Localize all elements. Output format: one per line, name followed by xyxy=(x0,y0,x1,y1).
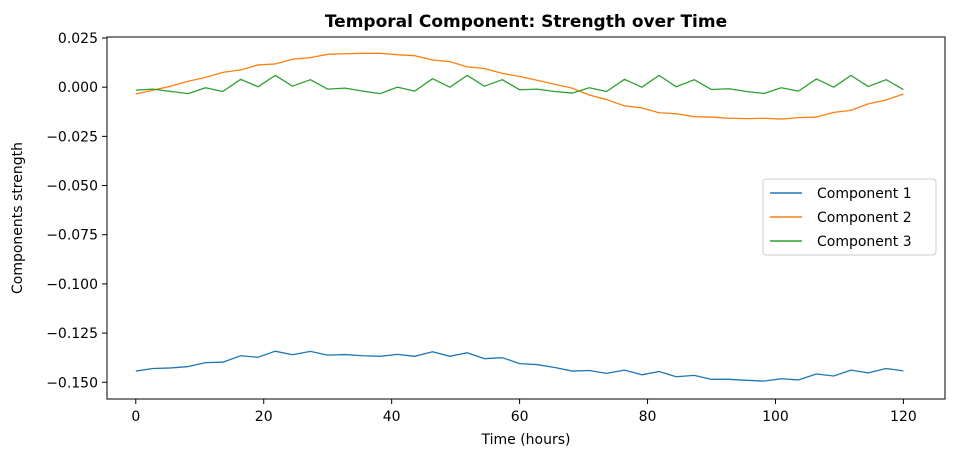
chart-title: Temporal Component: Strength over Time xyxy=(325,12,727,32)
y-tick-label: −0.025 xyxy=(46,129,98,145)
y-tick-label: 0.000 xyxy=(58,80,98,96)
y-tick-label: −0.050 xyxy=(46,179,98,195)
x-tick-label: 0 xyxy=(131,409,140,425)
y-tick-label: −0.125 xyxy=(46,326,98,342)
x-tick-label: 40 xyxy=(383,409,401,425)
x-axis-ticks: 0 20 40 60 80 100 120 xyxy=(131,399,917,425)
y-tick-label: −0.075 xyxy=(46,228,98,244)
legend-label-3: Component 3 xyxy=(817,234,912,250)
x-tick-label: 20 xyxy=(255,409,273,425)
y-tick-label: 0.025 xyxy=(58,31,98,47)
y-axis-ticks: 0.025 0.000 −0.025 −0.050 −0.075 −0.100 −0.125… xyxy=(46,31,107,391)
series-lines xyxy=(135,52,904,382)
y-tick-label: −0.100 xyxy=(46,277,98,293)
x-tick-label: 100 xyxy=(762,409,789,425)
x-tick-label: 80 xyxy=(639,409,657,425)
x-tick-label: 120 xyxy=(890,409,917,425)
legend: Component 1 Component 2 Component 3 xyxy=(762,178,937,256)
y-tick-label: −0.150 xyxy=(46,375,98,391)
y-axis-label: Components strength xyxy=(10,142,26,294)
series-line-3 xyxy=(135,74,904,95)
series-line-2 xyxy=(135,52,904,120)
x-tick-label: 60 xyxy=(511,409,529,425)
series-line-1 xyxy=(135,350,904,382)
legend-box xyxy=(762,178,937,256)
plot-frame xyxy=(106,36,946,400)
legend-label-2: Component 2 xyxy=(817,210,912,226)
legend-label-1: Component 1 xyxy=(817,186,912,202)
x-axis-label: Time (hours) xyxy=(481,432,571,448)
